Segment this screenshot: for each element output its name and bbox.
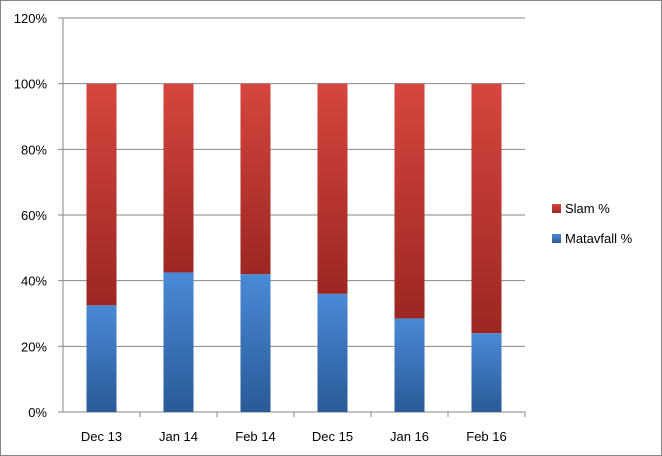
gridlines xyxy=(63,17,525,347)
bar-segment-matavfall xyxy=(471,333,502,412)
legend-swatch xyxy=(552,204,561,213)
axes xyxy=(58,17,526,417)
bar-segment-matavfall xyxy=(317,293,348,412)
y-tick-label: 80% xyxy=(21,142,47,157)
bar-segment-matavfall xyxy=(240,274,271,412)
bar-segment-slam xyxy=(394,83,425,319)
legend: Slam % Matavfall % xyxy=(552,201,633,246)
x-tick-label: Jan 14 xyxy=(159,429,198,444)
y-tick-label: 0% xyxy=(28,405,47,420)
bar-segment-slam xyxy=(86,83,117,306)
x-tick-label: Jan 16 xyxy=(390,429,429,444)
bar-segment-matavfall xyxy=(394,318,425,412)
x-tick-label: Feb 14 xyxy=(235,429,275,444)
bar-segment-matavfall xyxy=(163,272,194,412)
bar-segment-slam xyxy=(317,83,348,294)
y-tick-label: 40% xyxy=(21,274,47,289)
x-tick-label: Feb 16 xyxy=(466,429,506,444)
bar-segment-slam xyxy=(163,83,194,273)
tick-labels: 0% 20% 40% 60% 80% 100% 120% Dec 13 Jan 14 Feb 14… xyxy=(14,11,507,444)
y-tick-label: 120% xyxy=(14,11,48,26)
bars xyxy=(86,83,502,412)
y-tick-label: 60% xyxy=(21,208,47,223)
y-tick-label: 20% xyxy=(21,339,47,354)
bar-segment-slam xyxy=(240,83,271,275)
legend-label: Matavfall % xyxy=(565,231,633,246)
bar-segment-matavfall xyxy=(86,305,117,412)
y-tick-label: 100% xyxy=(14,77,48,92)
x-tick-label: Dec 15 xyxy=(312,429,353,444)
legend-swatch xyxy=(552,234,561,243)
x-tick-label: Dec 13 xyxy=(81,429,122,444)
legend-label: Slam % xyxy=(565,201,610,216)
bar-segment-slam xyxy=(471,83,502,334)
